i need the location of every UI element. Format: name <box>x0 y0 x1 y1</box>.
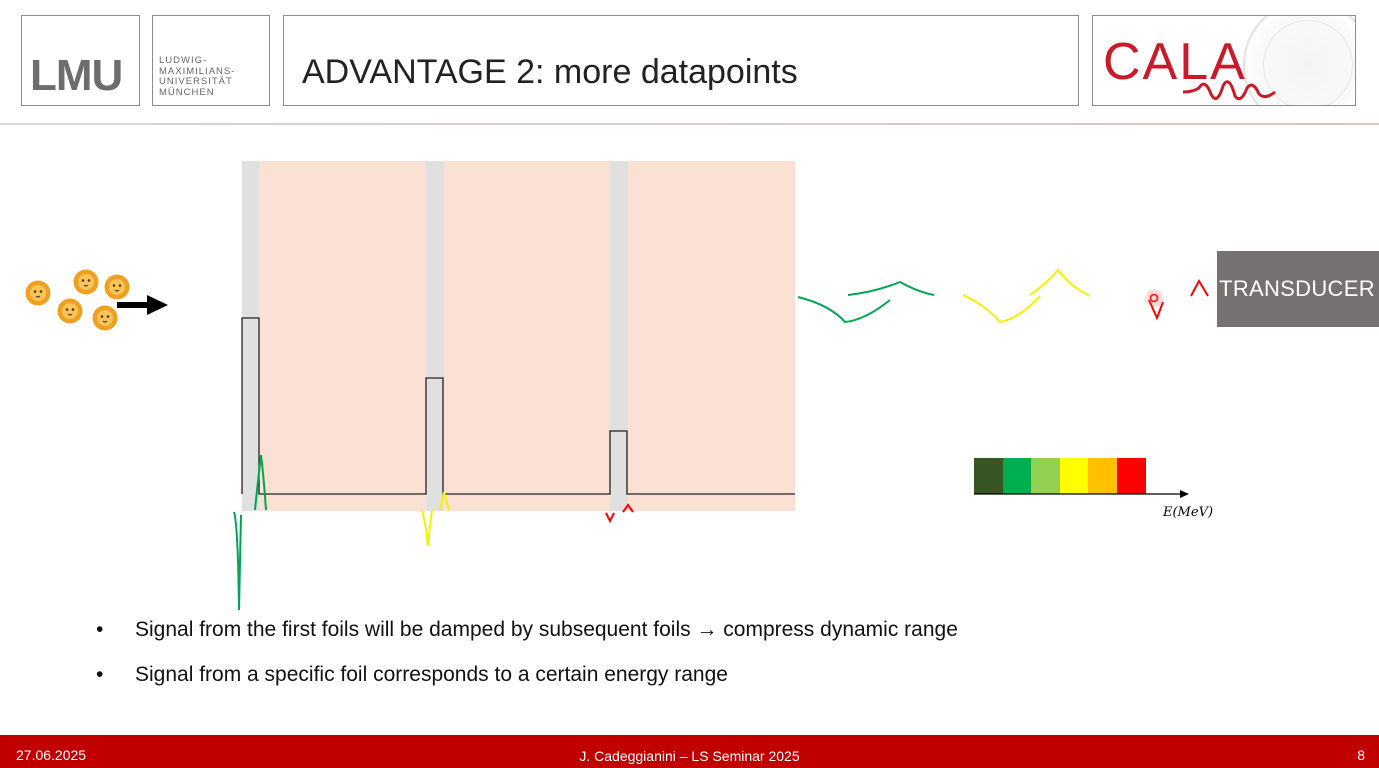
university-name-box: LUDWIG- MAXIMILIANS- UNIVERSITÄT MÜNCHEN <box>152 15 270 106</box>
bullet-dot: • <box>96 663 104 686</box>
wave-green-negative <box>797 296 891 324</box>
energy-swatch <box>1088 458 1117 494</box>
lmu-logo: LMU <box>30 51 123 100</box>
energy-swatch <box>1003 458 1031 494</box>
energy-swatch <box>1117 458 1146 494</box>
signal-foil-1-positive <box>254 454 267 511</box>
footer-date: 27.06.2025 <box>16 747 87 763</box>
deposition-profile <box>241 317 795 495</box>
detector-diagram: E(MeV) <box>25 161 1213 611</box>
bullet-dot: • <box>96 618 104 641</box>
footer-bar: 27.06.2025 J. Cadeggianini – LS Seminar … <box>0 735 1379 768</box>
cursor-dot <box>1149 293 1159 303</box>
signal-foil-2-positive <box>439 491 450 511</box>
right-arrow-icon <box>117 295 168 315</box>
foil-2 <box>426 161 444 511</box>
transducer-label: TRANSDUCER <box>1219 276 1375 301</box>
cala-logo-box: CALA <box>1092 15 1356 106</box>
lmu-logo-box: LMU <box>21 15 140 106</box>
footer-page-number: 8 <box>1357 747 1365 763</box>
footer-presenter: J. Cadeggianini – LS Seminar 2025 <box>579 748 800 764</box>
particle-group <box>25 269 130 331</box>
title-box: ADVANTAGE 2: more datapoints <box>283 15 1079 106</box>
university-name-line: MAXIMILIANS- <box>159 65 236 77</box>
wave-green-positive <box>847 280 935 296</box>
lion-face-icon <box>57 298 83 324</box>
bullet-item: • Signal from the first foils will be dam… <box>96 618 958 642</box>
medium-region <box>628 161 795 511</box>
signal-foil-3-negative <box>605 512 615 524</box>
slide-title: ADVANTAGE 2: more datapoints <box>302 53 798 91</box>
cala-logo: CALA <box>1103 33 1247 91</box>
signal-foil-1-negative <box>233 511 242 611</box>
energy-swatch <box>974 458 1003 494</box>
foil-3 <box>610 161 628 511</box>
wave-yellow-negative <box>962 294 1041 324</box>
lion-face-icon <box>104 274 130 300</box>
university-name-line: LUDWIG- <box>159 55 208 66</box>
energy-scale: E(MeV) <box>974 458 1213 520</box>
medium-region <box>259 161 426 511</box>
energy-axis-label: E(MeV) <box>1162 505 1213 520</box>
lion-face-icon <box>92 305 118 331</box>
bullet-item: • Signal from a specific foil corresponds… <box>96 663 728 687</box>
university-name-line: UNIVERSITÄT <box>159 76 233 87</box>
signal-foil-3-positive <box>622 503 634 513</box>
energy-swatch <box>1060 458 1088 494</box>
bullet-text: compress dynamic range <box>717 618 958 641</box>
wave-red-negative <box>1148 299 1164 321</box>
transducer-box: TRANSDUCER <box>1217 251 1379 327</box>
bullet-text: Signal from a specific foil corresponds … <box>135 663 728 686</box>
energy-swatch <box>1031 458 1060 494</box>
university-name-line: MÜNCHEN <box>159 86 215 98</box>
bullet-text: Signal from the first foils will be damp… <box>135 618 697 641</box>
signal-foil-2-negative <box>421 509 433 547</box>
header-divider <box>0 123 1379 125</box>
university-name: LUDWIG- MAXIMILIANS- UNIVERSITÄT MÜNCHEN <box>159 55 236 98</box>
wave-yellow-positive <box>1029 268 1091 297</box>
lion-face-icon <box>73 269 99 295</box>
lion-face-icon <box>25 280 51 306</box>
foil-1 <box>242 161 259 511</box>
cursor-highlight <box>1145 289 1163 307</box>
bullet-arrow: → <box>696 618 718 641</box>
wave-red-positive <box>1190 278 1209 297</box>
medium-region <box>444 161 610 511</box>
cala-wave-icon <box>1183 80 1276 101</box>
energy-axis-arrow-icon <box>1180 490 1189 498</box>
university-seal-icon <box>1243 16 1355 105</box>
